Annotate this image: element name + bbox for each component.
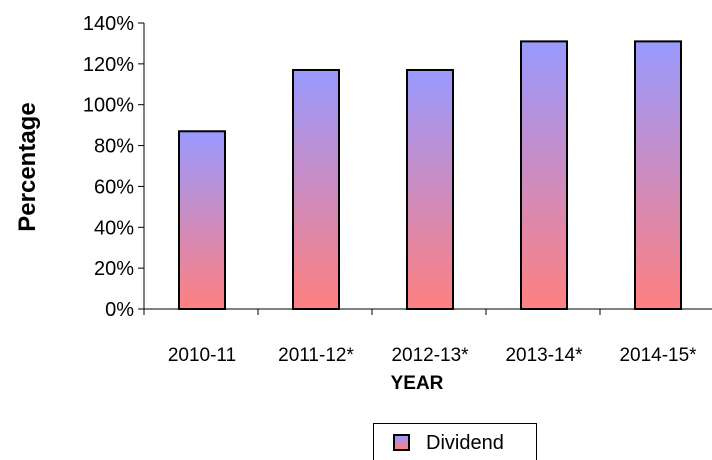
legend-swatch-dividend bbox=[393, 434, 410, 451]
bars bbox=[178, 40, 682, 311]
bar-dividend bbox=[520, 40, 568, 311]
x-axis-title: YEAR bbox=[391, 373, 444, 394]
y-tick-label: 100% bbox=[83, 95, 134, 117]
y-tick-label: 120% bbox=[83, 54, 134, 76]
x-category-label: 2013-14* bbox=[505, 345, 583, 366]
x-category-label: 2012-13* bbox=[391, 345, 469, 366]
bar-dividend bbox=[406, 68, 454, 310]
x-axis-ticks: 2010-11 2011-12* 2012-13* 2013-14* 2014-15* bbox=[143, 309, 697, 366]
bar-dividend bbox=[634, 40, 682, 311]
x-category-label: 2010-11 bbox=[168, 345, 236, 366]
legend-label-dividend: Dividend bbox=[426, 432, 504, 454]
x-category-label: 2011-12* bbox=[278, 345, 354, 366]
y-tick-label: 140% bbox=[83, 13, 134, 35]
y-tick-label: 80% bbox=[94, 136, 134, 158]
bar-dividend bbox=[292, 68, 340, 310]
x-category-label: 2014-15* bbox=[619, 345, 697, 366]
y-tick-label: 60% bbox=[94, 176, 134, 198]
y-tick-label: 20% bbox=[94, 258, 134, 280]
y-tick-label: 40% bbox=[94, 217, 134, 239]
bar-dividend bbox=[178, 130, 226, 310]
y-axis-title: Percentage bbox=[14, 102, 41, 231]
y-tick-label: 0% bbox=[105, 299, 134, 321]
y-axis-ticks: 0% 20% 40% 60% 80% 100% 120% 140% bbox=[83, 13, 144, 321]
